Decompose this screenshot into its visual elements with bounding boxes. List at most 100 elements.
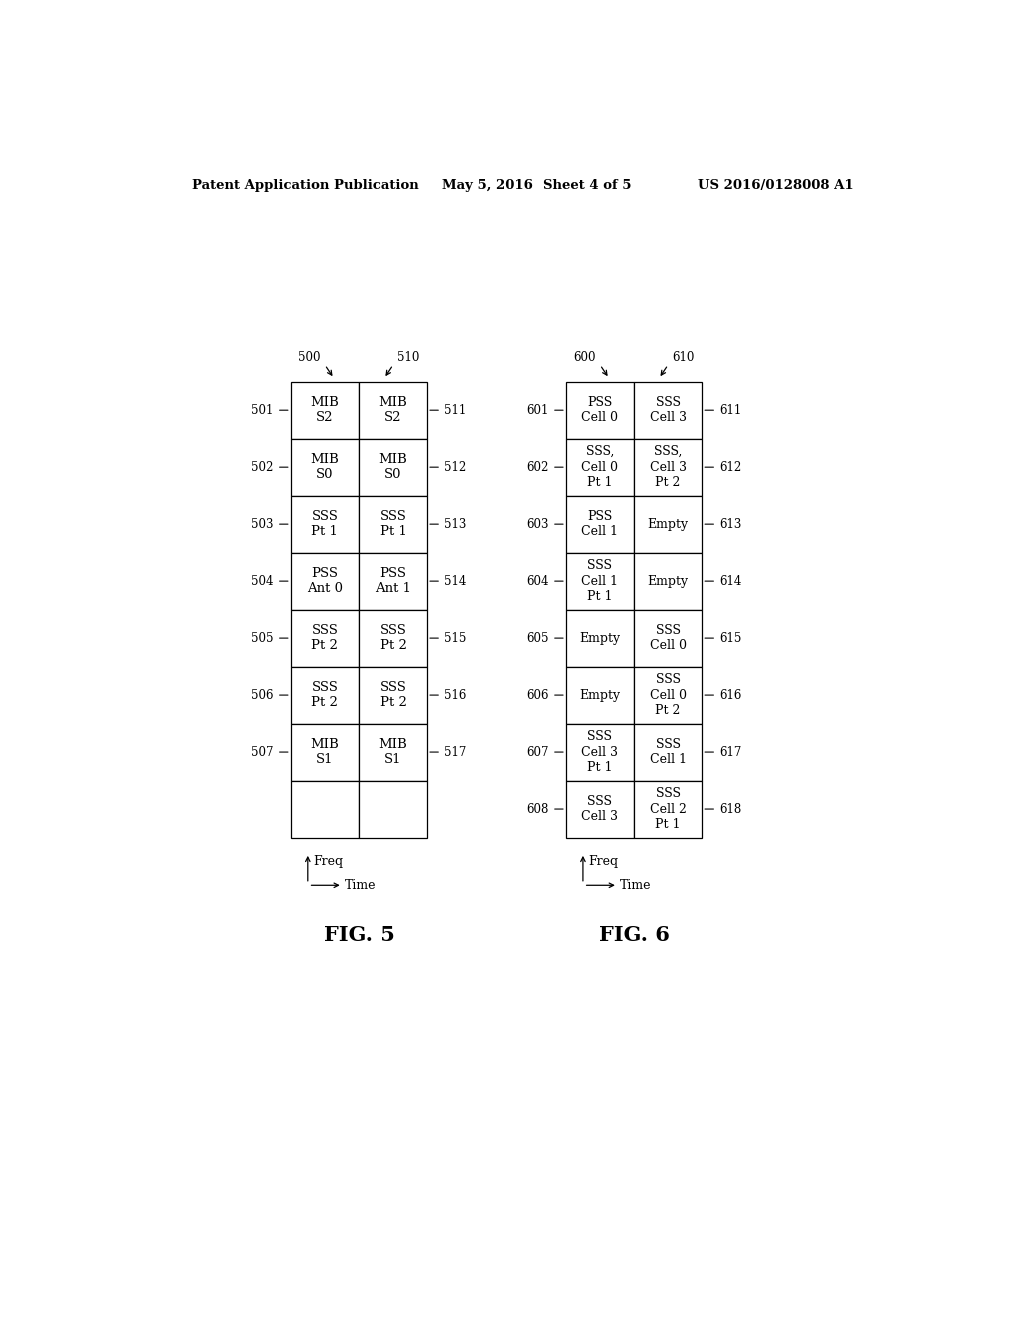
Text: 501: 501	[251, 404, 273, 417]
Text: 502: 502	[251, 461, 273, 474]
Bar	[566, 723, 634, 780]
Text: MIB
S1: MIB S1	[310, 738, 339, 767]
Text: MIB
S2: MIB S2	[310, 396, 339, 425]
Bar	[291, 780, 359, 838]
Bar	[359, 610, 427, 667]
Text: SSS
Cell 0: SSS Cell 0	[649, 624, 687, 652]
Bar	[291, 610, 359, 667]
Text: 610: 610	[672, 351, 694, 363]
Bar	[634, 381, 702, 438]
Text: Time: Time	[345, 879, 377, 892]
Bar	[566, 553, 634, 610]
Bar	[359, 438, 427, 496]
Text: 615: 615	[719, 631, 741, 644]
Bar	[634, 553, 702, 610]
Text: Sheet 4 of 5: Sheet 4 of 5	[543, 178, 631, 191]
Text: SSS
Cell 2
Pt 1: SSS Cell 2 Pt 1	[650, 787, 687, 832]
Text: SSS
Pt 2: SSS Pt 2	[311, 681, 338, 709]
Bar	[566, 438, 634, 496]
Text: 612: 612	[719, 461, 741, 474]
Text: SSS
Pt 1: SSS Pt 1	[311, 510, 338, 539]
Text: SSS
Pt 2: SSS Pt 2	[311, 624, 338, 652]
Text: SSS,
Cell 0
Pt 1: SSS, Cell 0 Pt 1	[582, 445, 618, 490]
Text: 500: 500	[298, 351, 321, 363]
Text: 603: 603	[526, 517, 549, 531]
Bar	[634, 723, 702, 780]
Text: 614: 614	[719, 574, 741, 587]
Text: Empty: Empty	[647, 517, 689, 531]
Text: Freq: Freq	[313, 855, 343, 869]
Text: Patent Application Publication: Patent Application Publication	[191, 178, 418, 191]
Text: MIB
S2: MIB S2	[379, 396, 408, 425]
Text: SSS
Cell 0
Pt 2: SSS Cell 0 Pt 2	[649, 673, 687, 717]
Bar	[634, 438, 702, 496]
Text: 601: 601	[526, 404, 549, 417]
Text: 611: 611	[719, 404, 741, 417]
Bar	[634, 610, 702, 667]
Text: 513: 513	[444, 517, 467, 531]
Text: 516: 516	[444, 689, 467, 702]
Bar	[566, 610, 634, 667]
Text: SSS
Pt 2: SSS Pt 2	[380, 624, 407, 652]
Bar	[359, 553, 427, 610]
Bar	[359, 381, 427, 438]
Bar	[291, 723, 359, 780]
Text: PSS
Cell 0: PSS Cell 0	[582, 396, 618, 425]
Text: Time: Time	[621, 879, 651, 892]
Text: 512: 512	[444, 461, 467, 474]
Text: SSS
Cell 1: SSS Cell 1	[649, 738, 687, 767]
Text: SSS
Cell 1
Pt 1: SSS Cell 1 Pt 1	[582, 560, 618, 603]
Text: SSS
Pt 1: SSS Pt 1	[380, 510, 407, 539]
Bar	[566, 381, 634, 438]
Bar	[634, 495, 702, 553]
Text: 617: 617	[719, 746, 741, 759]
Bar	[359, 667, 427, 723]
Text: Freq: Freq	[589, 855, 618, 869]
Text: PSS
Cell 1: PSS Cell 1	[582, 510, 618, 539]
Text: 506: 506	[251, 689, 273, 702]
Bar	[291, 381, 359, 438]
Text: 605: 605	[526, 631, 549, 644]
Bar	[566, 495, 634, 553]
Text: 602: 602	[526, 461, 549, 474]
Bar	[359, 780, 427, 838]
Text: Empty: Empty	[580, 689, 621, 702]
Text: 517: 517	[444, 746, 467, 759]
Text: 510: 510	[397, 351, 419, 363]
Text: SSS
Cell 3
Pt 1: SSS Cell 3 Pt 1	[582, 730, 618, 774]
Text: 607: 607	[526, 746, 549, 759]
Bar	[566, 780, 634, 838]
Text: MIB
S0: MIB S0	[310, 453, 339, 482]
Bar	[359, 495, 427, 553]
Text: MIB
S0: MIB S0	[379, 453, 408, 482]
Text: SSS
Cell 3: SSS Cell 3	[582, 795, 618, 824]
Text: Empty: Empty	[580, 631, 621, 644]
Text: 600: 600	[573, 351, 596, 363]
Bar	[291, 438, 359, 496]
Bar	[359, 723, 427, 780]
Bar	[291, 667, 359, 723]
Text: 616: 616	[719, 689, 741, 702]
Text: 505: 505	[251, 631, 273, 644]
Bar	[634, 667, 702, 723]
Text: 618: 618	[719, 803, 741, 816]
Text: 514: 514	[444, 574, 467, 587]
Text: May 5, 2016: May 5, 2016	[442, 178, 532, 191]
Text: 606: 606	[526, 689, 549, 702]
Bar	[634, 780, 702, 838]
Bar	[566, 667, 634, 723]
Bar	[291, 495, 359, 553]
Text: MIB
S1: MIB S1	[379, 738, 408, 767]
Text: 504: 504	[251, 574, 273, 587]
Text: 507: 507	[251, 746, 273, 759]
Text: PSS
Ant 1: PSS Ant 1	[375, 566, 411, 595]
Text: FIG. 5: FIG. 5	[324, 925, 394, 945]
Text: 613: 613	[719, 517, 741, 531]
Text: 608: 608	[526, 803, 549, 816]
Text: 503: 503	[251, 517, 273, 531]
Text: SSS
Cell 3: SSS Cell 3	[649, 396, 687, 425]
Text: US 2016/0128008 A1: US 2016/0128008 A1	[697, 178, 853, 191]
Bar	[291, 553, 359, 610]
Text: SSS,
Cell 3
Pt 2: SSS, Cell 3 Pt 2	[649, 445, 687, 490]
Text: PSS
Ant 0: PSS Ant 0	[307, 566, 343, 595]
